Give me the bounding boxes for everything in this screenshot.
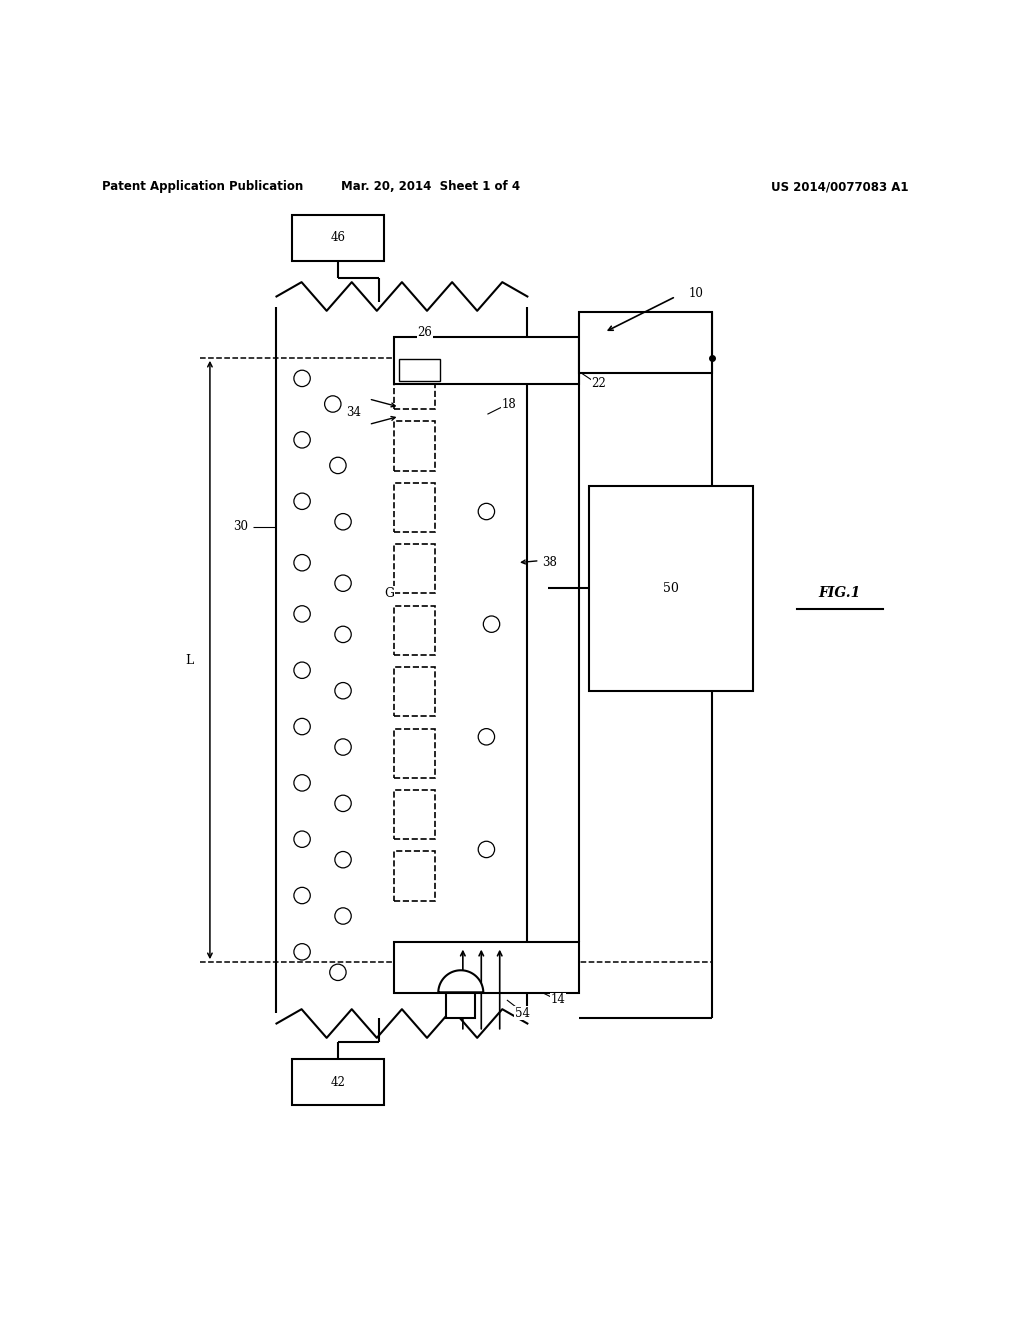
Text: 34: 34 xyxy=(346,405,360,418)
Bar xyxy=(589,486,753,690)
Text: 30: 30 xyxy=(233,520,248,533)
Bar xyxy=(394,851,435,900)
Text: US 2014/0077083 A1: US 2014/0077083 A1 xyxy=(771,181,908,194)
Text: 54: 54 xyxy=(515,1007,529,1020)
Text: 18: 18 xyxy=(502,397,516,411)
Text: 42: 42 xyxy=(331,1076,345,1089)
Bar xyxy=(394,729,435,777)
Bar xyxy=(579,312,712,374)
Text: 22: 22 xyxy=(592,378,606,389)
Text: 46: 46 xyxy=(331,231,345,244)
Bar xyxy=(394,791,435,840)
Text: 50: 50 xyxy=(663,582,679,595)
Bar xyxy=(394,421,435,470)
Bar xyxy=(394,544,435,594)
Text: FIG.1: FIG.1 xyxy=(818,586,861,601)
Bar xyxy=(292,1060,384,1105)
Text: G: G xyxy=(384,587,394,599)
Text: L: L xyxy=(185,653,194,667)
Text: Mar. 20, 2014  Sheet 1 of 4: Mar. 20, 2014 Sheet 1 of 4 xyxy=(341,181,519,194)
Bar xyxy=(446,993,475,1019)
Bar xyxy=(394,941,579,993)
Bar xyxy=(394,667,435,717)
Bar xyxy=(394,606,435,655)
Text: 38: 38 xyxy=(543,556,557,569)
Text: 26: 26 xyxy=(418,326,432,339)
Bar xyxy=(399,359,440,381)
Bar xyxy=(394,338,579,384)
Bar xyxy=(394,360,435,409)
Text: Patent Application Publication: Patent Application Publication xyxy=(102,181,304,194)
Bar xyxy=(394,483,435,532)
Text: 10: 10 xyxy=(689,286,703,300)
Polygon shape xyxy=(438,970,483,993)
Bar xyxy=(292,215,384,260)
Text: 14: 14 xyxy=(551,994,565,1006)
